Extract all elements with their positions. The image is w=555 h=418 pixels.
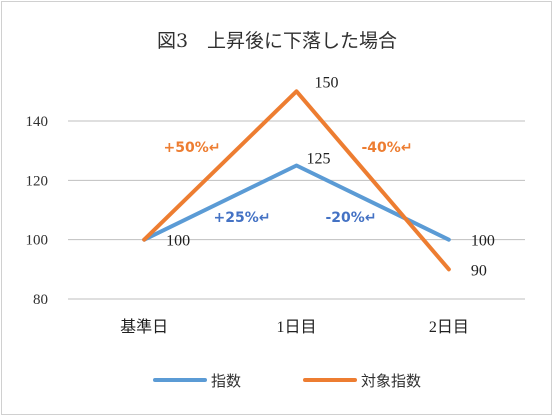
series-lines [142, 89, 451, 272]
legend: 指数 対象指数 [153, 372, 421, 390]
x-tick-label: 基準日 [120, 318, 168, 336]
point-label: 90 [471, 262, 487, 279]
x-tick-label: 2日目 [429, 319, 469, 336]
point-label: 150 [315, 74, 339, 91]
x-axis-ticks: 基準日 1日目 2日目 [120, 318, 469, 336]
y-tick-label: 100 [26, 233, 49, 249]
y-tick-label: 140 [26, 114, 49, 130]
series-line-1 [142, 89, 451, 272]
legend-label: 対象指数 [361, 372, 421, 390]
gridlines [68, 120, 525, 300]
change-annotation: +25%↵ [214, 210, 271, 226]
point-label: 125 [307, 151, 331, 168]
change-annotations: +50%↵ -40%↵ +25%↵ -20%↵ [164, 140, 413, 226]
change-annotation: -20%↵ [325, 210, 376, 226]
change-annotation: -40%↵ [361, 140, 412, 156]
x-tick-label: 1日目 [276, 319, 316, 336]
point-label: 100 [166, 233, 190, 250]
y-axis-ticks: 80 100 120 140 [26, 114, 49, 308]
point-label: 100 [471, 233, 495, 250]
chart-title: 図3 上昇後に下落した場合 [157, 30, 397, 52]
change-annotation: +50%↵ [164, 140, 221, 156]
legend-label: 指数 [211, 372, 241, 390]
series-line-0 [142, 163, 451, 242]
point-labels: 100 125 100 150 90 [166, 74, 495, 279]
y-tick-label: 80 [33, 292, 48, 308]
y-tick-label: 120 [26, 173, 49, 189]
